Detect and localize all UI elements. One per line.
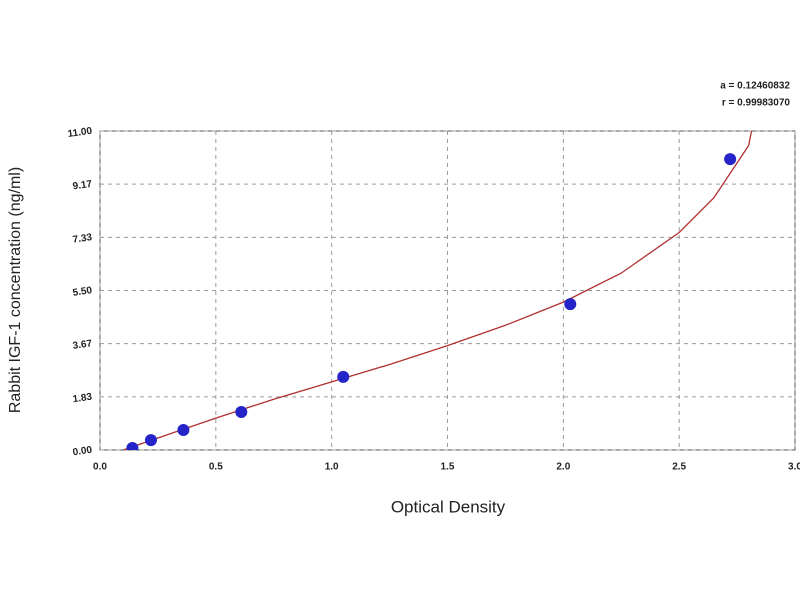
y-tick-label: 11.00 xyxy=(67,126,93,140)
x-tick-label: 2.0 xyxy=(556,462,570,473)
data-point xyxy=(724,153,737,166)
y-tick-label: 9.17 xyxy=(72,179,93,193)
data-point xyxy=(337,370,350,383)
x-tick-label: 1.0 xyxy=(325,462,339,473)
data-point xyxy=(177,423,190,436)
y-tick-label: 0.00 xyxy=(72,445,93,459)
x-tick-label: 0.0 xyxy=(93,462,107,473)
data-point xyxy=(144,434,157,447)
data-point xyxy=(235,406,248,419)
x-tick-label: 0.5 xyxy=(209,462,223,473)
data-point xyxy=(126,441,139,450)
x-tick-label: 1.5 xyxy=(441,462,455,473)
y-tick-label: 5.50 xyxy=(72,285,93,299)
x-tick-label: 3.0 xyxy=(788,462,800,473)
fit-curve xyxy=(122,131,753,450)
y-tick-label: 3.67 xyxy=(72,338,93,352)
annotation: a = 0.12460832 xyxy=(720,81,790,92)
plot-area xyxy=(122,131,753,450)
y-axis-label: Rabbit IGF-1 concentration (ng/ml) xyxy=(7,167,24,413)
x-axis-label: Optical Density xyxy=(391,497,506,516)
annotation: r = 0.99983070 xyxy=(722,98,791,109)
y-tick-label: 1.83 xyxy=(72,392,93,406)
y-tick-label: 7.33 xyxy=(72,232,93,246)
x-tick-label: 2.5 xyxy=(672,462,686,473)
data-point xyxy=(564,298,577,311)
